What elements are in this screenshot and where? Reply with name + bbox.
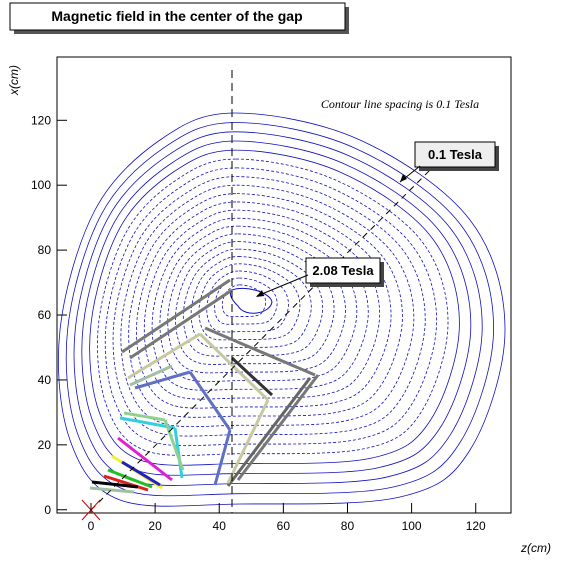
x-tick-label: 80 <box>341 519 355 533</box>
contour-line <box>206 270 289 333</box>
y-tick-label: 120 <box>31 113 51 127</box>
arrow <box>256 290 264 297</box>
contour-line <box>97 158 449 456</box>
contour-line <box>190 256 312 349</box>
y-tick-label: 100 <box>31 178 51 192</box>
contour-line <box>143 209 381 400</box>
plot-frame <box>56 56 512 514</box>
contour-line <box>159 225 358 382</box>
contour-line <box>104 167 438 447</box>
contour-line <box>214 277 278 325</box>
annotation: 2.08 Tesla <box>312 263 374 278</box>
y-tick-label: 0 <box>44 503 51 517</box>
y-tick-label: 20 <box>38 438 52 452</box>
contour-line <box>229 287 273 314</box>
coils <box>89 278 320 494</box>
axis-guide <box>90 157 443 511</box>
x-tick-label: 100 <box>402 519 422 533</box>
arrow <box>256 274 309 297</box>
label-box <box>414 141 496 168</box>
y-axis-label: x(cm) <box>7 65 21 96</box>
x-tick-label: 120 <box>466 519 486 533</box>
contour-line <box>57 112 506 507</box>
y-tick-label: 40 <box>38 373 52 387</box>
label-box <box>305 257 381 284</box>
annotation: 0.1 Tesla <box>428 147 483 162</box>
chart-title: Magnetic field in the center of the gap <box>51 8 302 24</box>
x-tick-label: 0 <box>88 519 95 533</box>
y-tick-label: 80 <box>38 243 52 257</box>
title-box <box>9 2 346 31</box>
arrow <box>400 174 407 182</box>
x-tick-label: 20 <box>148 519 162 533</box>
contour-line <box>112 176 426 437</box>
annotation: Contour line spacing is 0.1 Tesla <box>321 97 479 111</box>
contours <box>57 112 506 507</box>
contour-line <box>89 149 460 466</box>
y-tick-label: 60 <box>38 308 52 322</box>
contour-line <box>81 140 472 476</box>
x-axis-label: z(cm) <box>520 541 551 555</box>
contour-line <box>120 184 415 428</box>
contour-line <box>198 263 301 341</box>
x-tick-label: 60 <box>277 519 291 533</box>
contour-line <box>73 131 483 486</box>
contour-line <box>128 193 403 418</box>
x-tick-label: 40 <box>213 519 227 533</box>
contour-line <box>65 122 495 497</box>
